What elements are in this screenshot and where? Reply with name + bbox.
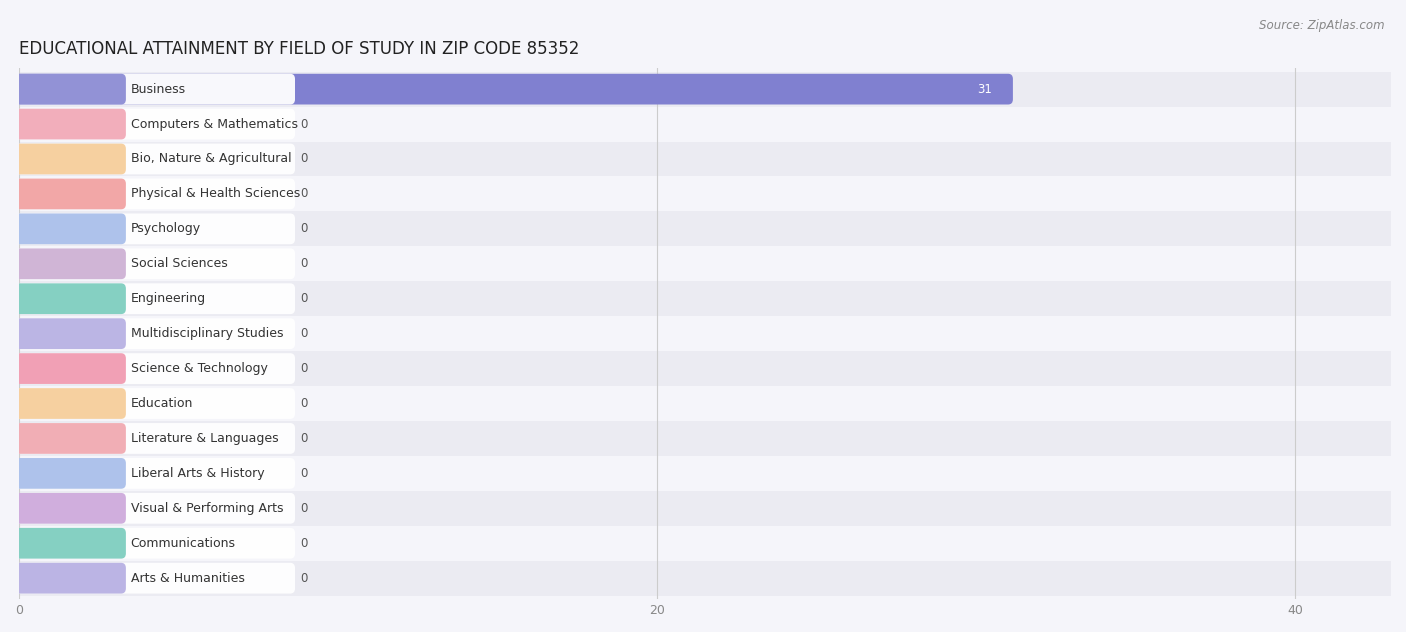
Text: 0: 0	[299, 572, 307, 585]
Text: Engineering: Engineering	[131, 292, 205, 305]
FancyBboxPatch shape	[14, 528, 295, 559]
FancyBboxPatch shape	[14, 388, 127, 419]
Text: 31: 31	[977, 83, 993, 95]
FancyBboxPatch shape	[14, 353, 127, 384]
Bar	[20, 526, 1391, 561]
Text: Arts & Humanities: Arts & Humanities	[131, 572, 245, 585]
Bar	[20, 351, 1391, 386]
FancyBboxPatch shape	[14, 179, 127, 209]
FancyBboxPatch shape	[14, 353, 295, 384]
Text: 0: 0	[299, 397, 307, 410]
Bar	[20, 142, 1391, 176]
FancyBboxPatch shape	[14, 493, 295, 524]
FancyBboxPatch shape	[14, 283, 295, 314]
FancyBboxPatch shape	[14, 563, 127, 593]
FancyBboxPatch shape	[14, 319, 127, 349]
Text: Education: Education	[131, 397, 193, 410]
Text: 0: 0	[299, 432, 307, 445]
Bar	[20, 561, 1391, 595]
FancyBboxPatch shape	[14, 74, 1012, 104]
Text: Multidisciplinary Studies: Multidisciplinary Studies	[131, 327, 283, 340]
Text: Physical & Health Sciences: Physical & Health Sciences	[131, 188, 299, 200]
Text: Literature & Languages: Literature & Languages	[131, 432, 278, 445]
Bar	[20, 421, 1391, 456]
Bar	[20, 107, 1391, 142]
Bar	[20, 211, 1391, 246]
Text: 0: 0	[299, 537, 307, 550]
FancyBboxPatch shape	[14, 143, 127, 174]
FancyBboxPatch shape	[14, 248, 295, 279]
FancyBboxPatch shape	[14, 319, 295, 349]
FancyBboxPatch shape	[14, 109, 295, 140]
FancyBboxPatch shape	[14, 528, 127, 559]
Bar	[20, 176, 1391, 211]
FancyBboxPatch shape	[14, 423, 295, 454]
FancyBboxPatch shape	[14, 74, 295, 104]
FancyBboxPatch shape	[14, 458, 127, 489]
Text: 0: 0	[299, 362, 307, 375]
Text: Computers & Mathematics: Computers & Mathematics	[131, 118, 298, 131]
FancyBboxPatch shape	[14, 493, 127, 524]
FancyBboxPatch shape	[14, 563, 295, 593]
Text: Liberal Arts & History: Liberal Arts & History	[131, 467, 264, 480]
FancyBboxPatch shape	[14, 214, 127, 244]
FancyBboxPatch shape	[14, 248, 127, 279]
Text: 0: 0	[299, 502, 307, 515]
Text: Business: Business	[131, 83, 186, 95]
Text: Social Sciences: Social Sciences	[131, 257, 228, 270]
Text: Science & Technology: Science & Technology	[131, 362, 267, 375]
Text: 0: 0	[299, 118, 307, 131]
Text: 0: 0	[299, 188, 307, 200]
Text: Visual & Performing Arts: Visual & Performing Arts	[131, 502, 283, 515]
FancyBboxPatch shape	[14, 388, 295, 419]
Bar	[20, 491, 1391, 526]
Text: Communications: Communications	[131, 537, 236, 550]
Text: Psychology: Psychology	[131, 222, 201, 235]
FancyBboxPatch shape	[14, 109, 127, 140]
FancyBboxPatch shape	[14, 214, 295, 244]
FancyBboxPatch shape	[14, 74, 127, 104]
Bar	[20, 281, 1391, 316]
FancyBboxPatch shape	[14, 423, 127, 454]
Text: 0: 0	[299, 327, 307, 340]
Text: Source: ZipAtlas.com: Source: ZipAtlas.com	[1260, 19, 1385, 32]
Text: 0: 0	[299, 292, 307, 305]
Bar	[20, 386, 1391, 421]
Text: 0: 0	[299, 222, 307, 235]
Bar	[20, 71, 1391, 107]
FancyBboxPatch shape	[14, 143, 295, 174]
FancyBboxPatch shape	[14, 283, 127, 314]
Bar	[20, 456, 1391, 491]
Text: 0: 0	[299, 467, 307, 480]
Text: 0: 0	[299, 257, 307, 270]
Bar	[20, 246, 1391, 281]
Bar	[20, 316, 1391, 351]
Text: 0: 0	[299, 152, 307, 166]
FancyBboxPatch shape	[14, 179, 295, 209]
Text: Bio, Nature & Agricultural: Bio, Nature & Agricultural	[131, 152, 291, 166]
Text: EDUCATIONAL ATTAINMENT BY FIELD OF STUDY IN ZIP CODE 85352: EDUCATIONAL ATTAINMENT BY FIELD OF STUDY…	[20, 40, 579, 58]
FancyBboxPatch shape	[14, 458, 295, 489]
